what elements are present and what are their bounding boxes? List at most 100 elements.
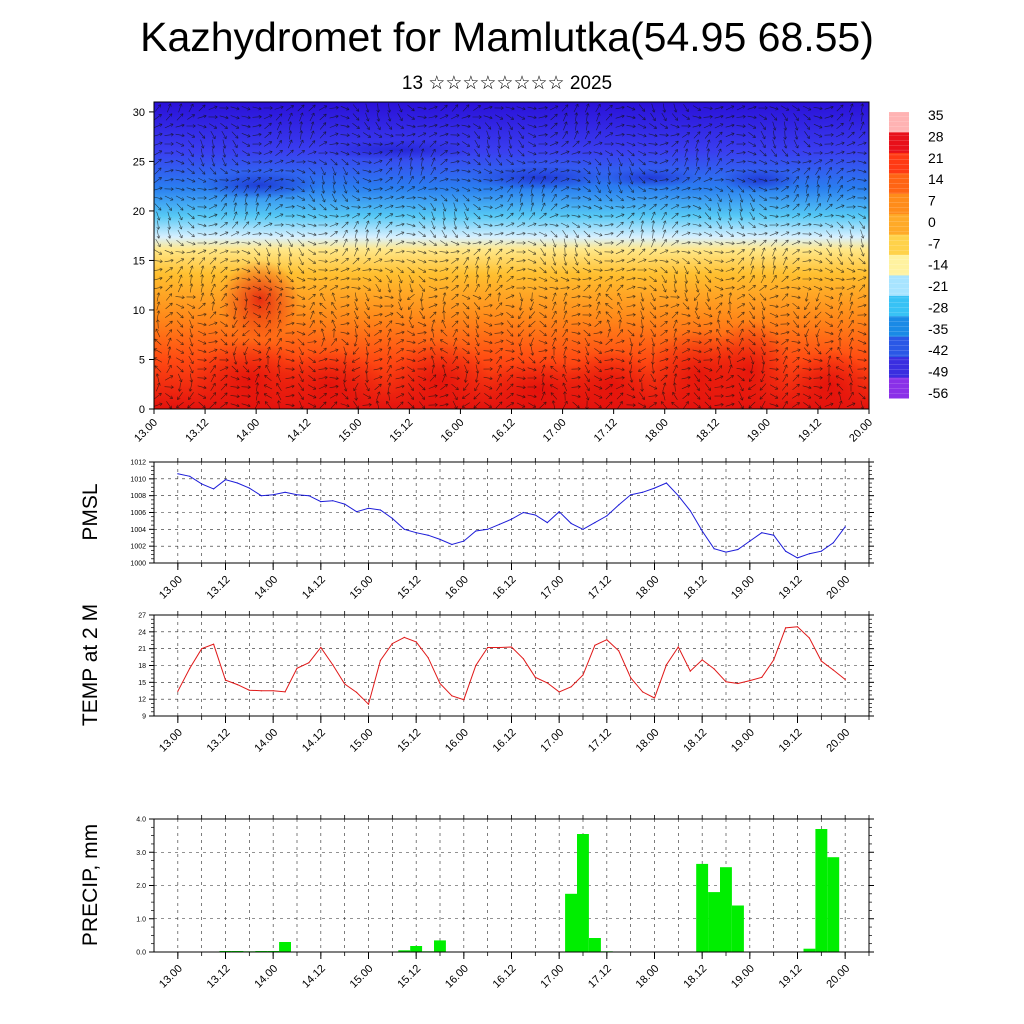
series-point [773, 534, 775, 536]
warm-cell [790, 350, 869, 409]
series-point [796, 626, 799, 628]
series-point [820, 550, 822, 552]
precip-bar [434, 940, 446, 952]
y-tick-label: 9 [142, 714, 146, 721]
series-point [367, 507, 370, 509]
series-point [761, 676, 763, 678]
x-tick-label: 17.00 [538, 963, 566, 991]
series-point [403, 528, 405, 530]
x-tick-label: 18.00 [634, 727, 662, 755]
x-tick-label: 17.12 [586, 574, 614, 602]
series-point [463, 699, 465, 701]
x-tick-label: 20.00 [847, 417, 875, 445]
series-point [701, 530, 703, 532]
series-point [499, 646, 501, 649]
series-point [487, 646, 489, 649]
x-tick-label: 13.12 [205, 963, 233, 991]
series-point [570, 686, 572, 688]
colorbar-label: -14 [928, 257, 948, 273]
x-tick-label: 17.00 [541, 417, 569, 445]
series-point [606, 515, 608, 517]
x-tick-label: 16.12 [491, 727, 519, 755]
x-tick-label: 19.12 [796, 417, 824, 445]
x-tick-label: 19.00 [729, 727, 757, 755]
colorbar-swatch [889, 112, 909, 133]
x-tick-label: 14.12 [300, 574, 328, 602]
series-point [189, 475, 191, 477]
series-point [808, 637, 811, 639]
warm-cell [565, 350, 655, 409]
x-tick-label: 15.00 [348, 963, 376, 991]
series-point [737, 682, 739, 685]
series-point [475, 530, 477, 532]
y-tick-label: 3.0 [136, 850, 146, 857]
series-point [272, 494, 274, 496]
y-tick-label: 25 [133, 156, 145, 168]
colorbar-swatch [889, 152, 909, 174]
precip-bar [398, 950, 411, 952]
y-axis-title: TEMP at 2 M [79, 604, 102, 726]
x-tick-label: 14.12 [300, 963, 328, 991]
precip-bar [815, 829, 828, 952]
x-tick-label: 17.12 [586, 727, 614, 755]
colorbar-swatch [889, 173, 909, 195]
colorbar-swatch [889, 357, 909, 378]
series-point [761, 532, 763, 534]
precip-bar [708, 892, 720, 952]
x-tick-label: 15.00 [348, 574, 376, 602]
series-point [177, 473, 179, 475]
series-point [785, 550, 787, 552]
series-point [534, 514, 536, 516]
series-point [213, 488, 215, 490]
series-point [332, 664, 334, 666]
series-point [224, 479, 227, 481]
series-point [737, 548, 739, 551]
series-point [522, 658, 525, 660]
y-tick-label: 15 [133, 255, 145, 267]
x-tick-label: 18.12 [681, 963, 709, 991]
x-tick-label: 15.12 [395, 727, 423, 755]
series-point [248, 689, 250, 691]
colorbar-swatch [889, 377, 909, 399]
x-tick-label: 20.00 [824, 963, 852, 991]
series-point [630, 494, 632, 496]
x-tick-label: 16.00 [439, 417, 467, 445]
x-tick-label: 17.12 [592, 417, 620, 445]
precip-bar [279, 942, 291, 952]
x-tick-label: 16.12 [490, 417, 518, 445]
series-point [499, 523, 501, 525]
colorbar-swatch [889, 132, 909, 154]
series-point [701, 659, 703, 661]
series-point [177, 690, 179, 692]
grid [154, 461, 870, 564]
y-tick-label: 5 [139, 354, 145, 366]
x-tick-label: 16.12 [491, 963, 519, 991]
series-point [379, 659, 381, 662]
x-tick-label: 19.00 [729, 963, 757, 991]
series-point [749, 540, 751, 542]
x-tick-label: 16.12 [491, 574, 519, 602]
series-line [177, 473, 846, 559]
series-point [189, 667, 191, 669]
series-point [689, 670, 691, 672]
precip-bar [589, 938, 601, 952]
cold-cell [320, 140, 480, 160]
x-tick-label: 14.00 [252, 574, 280, 602]
chart-subtitle: 13 ☆☆☆☆☆☆☆☆ 2025 [401, 73, 613, 94]
cold-cell [720, 168, 800, 192]
series-point [594, 644, 596, 646]
series-point [749, 680, 751, 682]
y-tick-label: 1012 [130, 460, 146, 467]
series-point [618, 650, 620, 652]
x-tick-label: 13.00 [157, 574, 185, 602]
y-tick-label: 21 [138, 646, 146, 653]
series-point [713, 548, 715, 550]
series-point [665, 664, 668, 666]
series-point [725, 681, 727, 683]
colorbar-label: 28 [928, 128, 944, 144]
colorbar-swatch [889, 234, 909, 256]
series-point [391, 643, 393, 645]
x-tick-label: 18.12 [694, 417, 722, 445]
precip-bar [696, 863, 709, 952]
series-point [808, 553, 811, 555]
